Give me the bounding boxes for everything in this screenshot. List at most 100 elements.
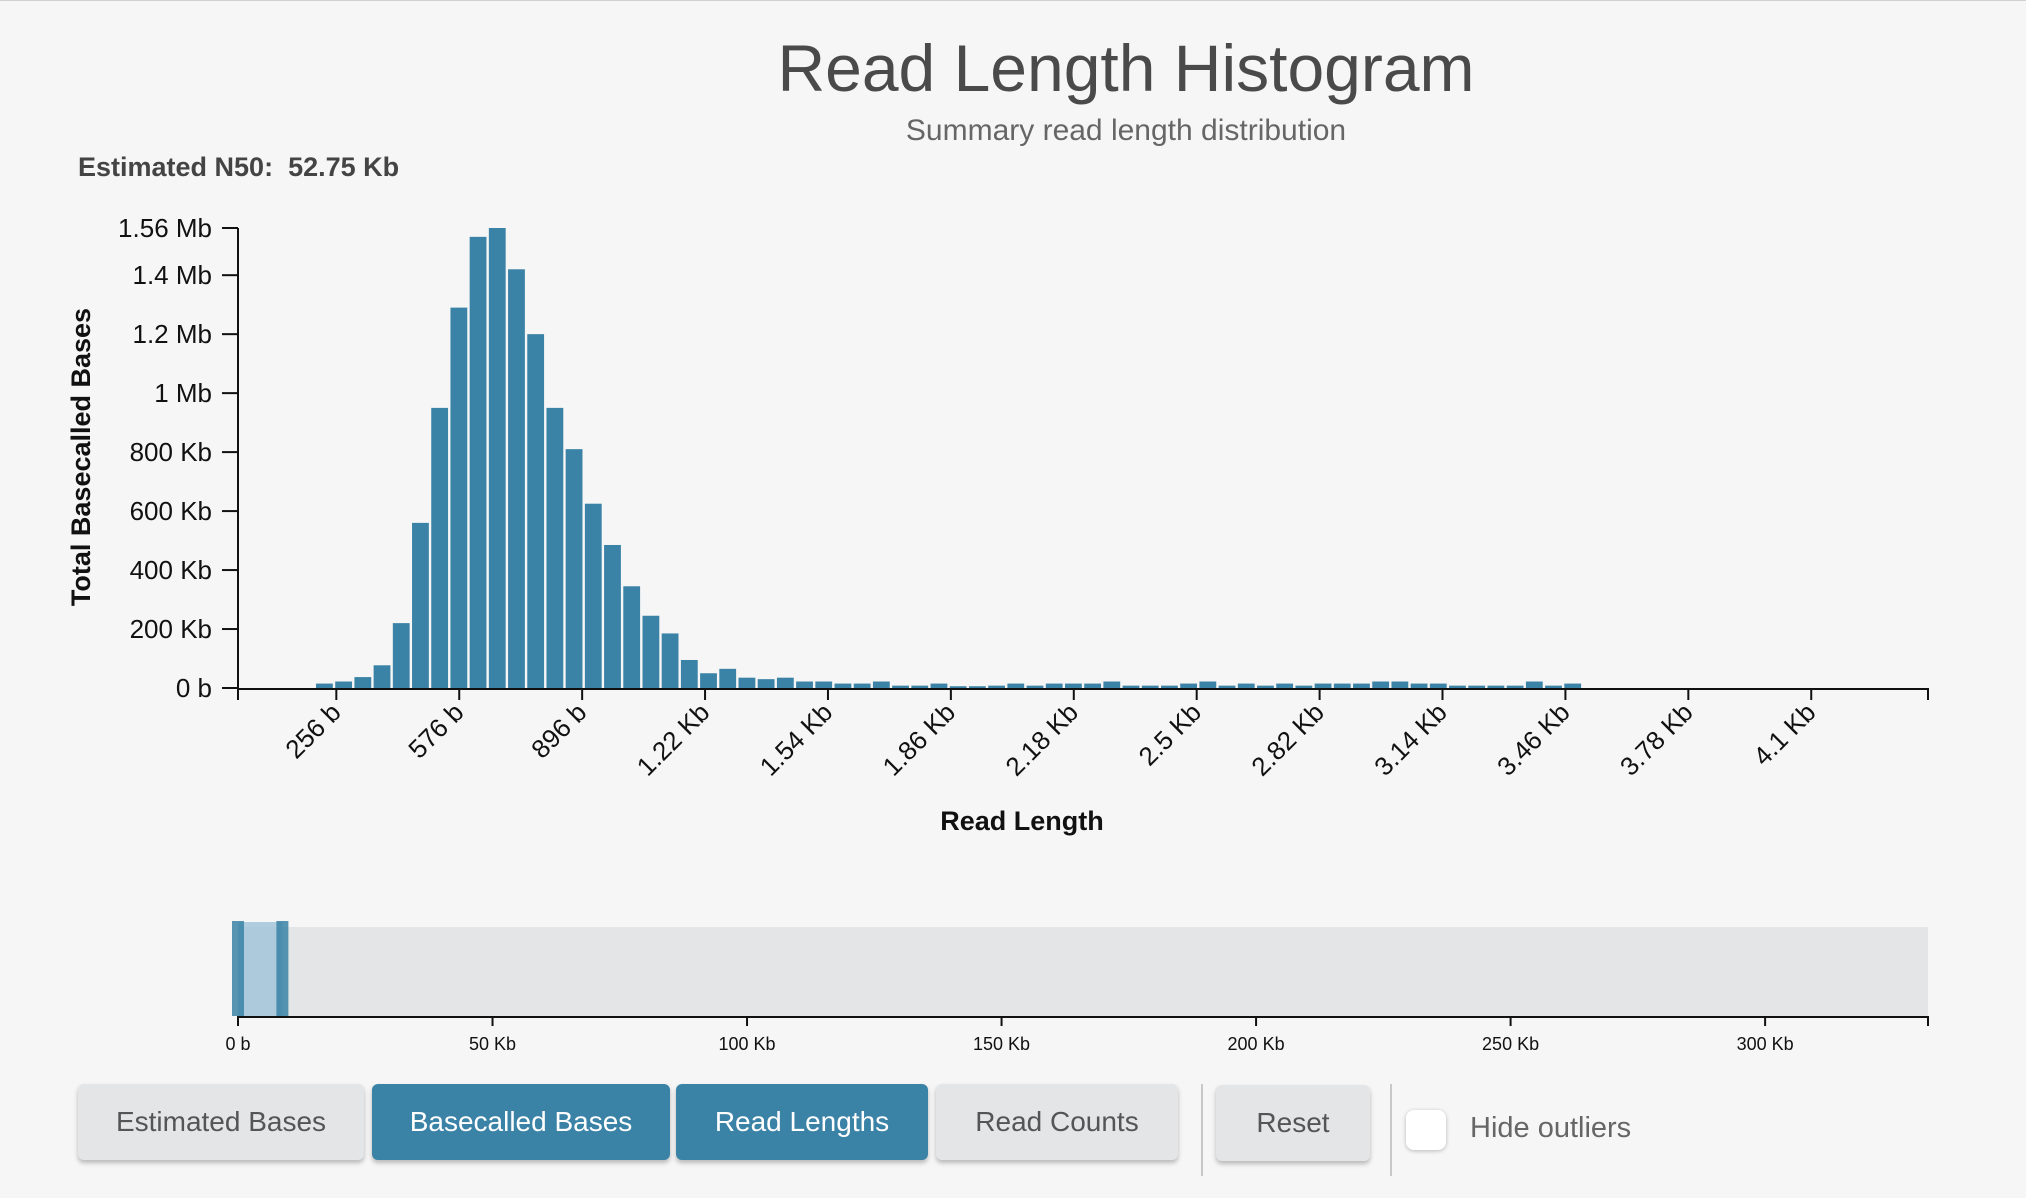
histogram-bar bbox=[700, 673, 717, 688]
y-tick-label: 200 Kb bbox=[130, 614, 212, 644]
x-tick-label: 2.5 Kb bbox=[1133, 697, 1207, 771]
x-tick-label: 576 b bbox=[402, 697, 469, 764]
histogram-bar bbox=[584, 503, 602, 688]
y-axis: 0 b 200 Kb 400 Kb 600 Kb 800 Kb 1 Mb 1.2 Mb 1.4… bbox=[118, 213, 239, 703]
histogram-chart: 0 b 200 Kb 400 Kb 600 Kb 800 Kb 1 Mb 1.2 Mb 1.4… bbox=[66, 213, 1929, 1050]
histogram-bar bbox=[412, 522, 429, 688]
histogram-bar bbox=[1506, 685, 1524, 688]
brush-selection bbox=[238, 922, 283, 1016]
histogram-bar bbox=[1410, 683, 1428, 688]
histogram-bar bbox=[1026, 685, 1044, 688]
histogram-bar bbox=[1468, 685, 1486, 688]
y-tick-label: 800 Kb bbox=[130, 437, 212, 467]
histogram-bar bbox=[930, 683, 948, 688]
overview-tick-label: 300 Kb bbox=[1737, 1034, 1794, 1050]
histogram-bar bbox=[431, 407, 449, 688]
histogram-bar bbox=[1391, 681, 1409, 688]
hide-outliers-label[interactable]: Hide outliers bbox=[1470, 1112, 1632, 1144]
x-tick-label: 2.18 Kb bbox=[999, 697, 1084, 782]
separator bbox=[1390, 1084, 1392, 1176]
metric-button-estimated-bases[interactable]: Estimated Bases bbox=[78, 1084, 364, 1160]
histogram-bar bbox=[1161, 685, 1178, 688]
y-tick-label: 1.4 Mb bbox=[133, 260, 213, 290]
histogram-bar bbox=[488, 228, 506, 688]
y-tick-label: 0 b bbox=[176, 673, 212, 703]
histogram-bar bbox=[1103, 681, 1121, 688]
histogram-bar bbox=[949, 686, 967, 688]
y-axis-title: Total Basecalled Bases bbox=[66, 308, 96, 606]
overview-tick-label: 50 Kb bbox=[469, 1034, 516, 1050]
histogram-bar bbox=[354, 677, 372, 688]
brush-handle-right bbox=[276, 921, 289, 1016]
histogram-bar bbox=[546, 407, 564, 688]
x-tick-label: 4.1 Kb bbox=[1747, 697, 1821, 771]
histogram-bar bbox=[1199, 681, 1217, 688]
metric-button-read-counts[interactable]: Read Counts bbox=[936, 1084, 1178, 1160]
histogram-bar bbox=[892, 685, 909, 688]
histogram-bar bbox=[1084, 683, 1102, 688]
histogram-bar bbox=[1122, 685, 1140, 688]
histogram-bar bbox=[450, 307, 468, 688]
histogram-bar bbox=[335, 681, 353, 688]
y-tick-label: 1.2 Mb bbox=[133, 319, 213, 349]
metric-button-read-lengths[interactable]: Read Lengths bbox=[676, 1084, 928, 1160]
reset-button[interactable]: Reset bbox=[1216, 1085, 1370, 1161]
histogram-bar bbox=[738, 677, 756, 688]
histogram-bar bbox=[1314, 683, 1332, 688]
chart-subtitle: Summary read length distribution bbox=[905, 114, 1347, 147]
x-tick-label: 896 b bbox=[525, 697, 592, 764]
histogram-bar bbox=[872, 681, 890, 688]
x-axis-title: Read Length bbox=[940, 806, 1104, 836]
overview-track bbox=[238, 927, 1928, 1016]
histogram-bar bbox=[1429, 683, 1447, 688]
histogram-bar bbox=[1064, 683, 1082, 688]
histogram-bar bbox=[508, 269, 525, 688]
brush-handle-left bbox=[232, 921, 244, 1016]
histogram-bar bbox=[642, 615, 660, 688]
histogram-bar bbox=[1545, 685, 1562, 688]
x-tick-label: 3.46 Kb bbox=[1491, 697, 1576, 782]
histogram-bar bbox=[776, 677, 794, 688]
histogram-bar bbox=[1180, 683, 1198, 688]
top-border bbox=[0, 0, 2026, 1]
histogram-bar bbox=[1333, 683, 1351, 688]
histogram-bar bbox=[853, 683, 871, 688]
overview-tick-label: 200 Kb bbox=[1228, 1034, 1285, 1050]
x-tick-label: 3.14 Kb bbox=[1368, 697, 1453, 782]
histogram-bar bbox=[1007, 683, 1025, 688]
overview-tick-label: 100 Kb bbox=[719, 1034, 776, 1050]
histogram-bar bbox=[316, 683, 333, 688]
histogram-bar bbox=[1372, 681, 1390, 688]
x-tick-label: 1.86 Kb bbox=[877, 697, 962, 782]
histogram-bar bbox=[815, 681, 833, 688]
histogram-bar bbox=[469, 236, 487, 688]
separator bbox=[1201, 1084, 1203, 1176]
overview-tick-label: 0 b bbox=[225, 1034, 250, 1050]
y-tick-label: 1 Mb bbox=[154, 378, 212, 408]
histogram-bar bbox=[1237, 683, 1255, 688]
chart-title: Read Length Histogram bbox=[777, 31, 1475, 105]
x-tick-label: 3.78 Kb bbox=[1614, 697, 1699, 782]
histogram-bar bbox=[1295, 685, 1313, 688]
x-tick-label: 1.22 Kb bbox=[631, 697, 716, 782]
histogram-bar bbox=[392, 623, 410, 688]
histogram-bar bbox=[911, 685, 929, 688]
histogram-bar bbox=[1487, 685, 1505, 688]
histogram-bar bbox=[1218, 685, 1236, 688]
histogram-bar bbox=[757, 679, 775, 688]
histogram-bar bbox=[796, 681, 813, 688]
histogram-bar bbox=[1564, 683, 1582, 688]
histogram-bar bbox=[719, 668, 737, 688]
histogram-bar bbox=[373, 665, 391, 688]
n50-readout: Estimated N50: 52.75 Kb bbox=[78, 152, 399, 183]
histogram-bar bbox=[604, 544, 621, 688]
n50-label: Estimated N50: bbox=[78, 152, 274, 182]
metric-button-basecalled-bases[interactable]: Basecalled Bases bbox=[372, 1084, 670, 1160]
hide-outliers-checkbox[interactable] bbox=[1406, 1110, 1446, 1150]
n50-value: 52.75 Kb bbox=[288, 152, 400, 182]
overview-brush[interactable]: 0 b 50 Kb 100 Kb 150 Kb 200 Kb 250 Kb 300 Kb bbox=[225, 921, 1929, 1050]
histogram-bar bbox=[527, 334, 545, 688]
histogram-bar bbox=[661, 633, 679, 688]
histogram-bar bbox=[680, 659, 698, 688]
x-axis: 256 b 576 b 896 b 1.22 Kb 1.54 Kb 1.86 Kb 2.18… bbox=[237, 688, 1929, 782]
